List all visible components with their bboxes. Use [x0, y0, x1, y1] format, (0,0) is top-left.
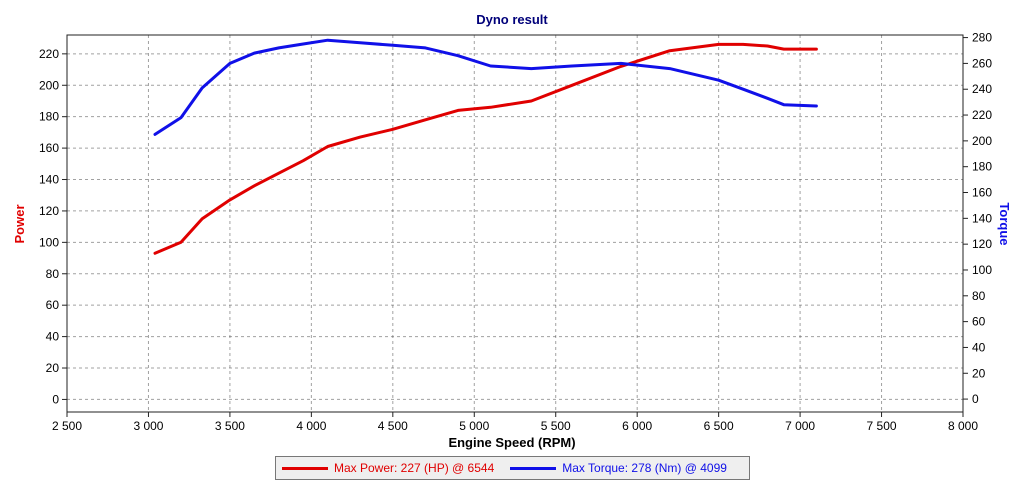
left-tick-label: 140 — [39, 173, 59, 187]
x-tick-label: 4 500 — [378, 419, 408, 433]
right-tick-label: 280 — [972, 31, 992, 45]
right-tick-label: 40 — [972, 340, 986, 354]
legend-item-torque: Max Torque: 278 (Nm) @ 4099 — [504, 461, 727, 475]
left-tick-label: 60 — [46, 298, 60, 312]
left-tick-label: 100 — [39, 235, 59, 249]
legend: Max Power: 227 (HP) @ 6544 Max Torque: 2… — [275, 456, 750, 480]
x-tick-label: 3 500 — [215, 419, 245, 433]
right-axis-label: Torque — [997, 202, 1012, 245]
left-tick-label: 120 — [39, 204, 59, 218]
left-tick-label: 220 — [39, 47, 59, 61]
legend-swatch-torque — [510, 466, 557, 470]
max-torque-series-line — [153, 38, 818, 136]
ticks: 2 500 3 000 3 500 4 000 4 500 5 000 5 500 6 000… — [39, 31, 992, 433]
x-tick-label: 5 000 — [459, 419, 489, 433]
x-tick-label: 2 500 — [52, 419, 82, 433]
legend-item-power: Max Power: 227 (HP) @ 6544 — [276, 461, 494, 475]
left-axis-label: Power — [12, 204, 27, 243]
chart-title: Dyno result — [476, 12, 548, 27]
legend-label-power: Max Power: 227 (HP) @ 6544 — [334, 461, 495, 475]
left-tick-label: 200 — [39, 78, 59, 92]
left-tick-label: 80 — [46, 267, 60, 281]
x-tick-label: 3 000 — [133, 419, 163, 433]
x-axis-label: Engine Speed (RPM) — [448, 435, 575, 450]
left-tick-label: 160 — [39, 141, 59, 155]
right-tick-label: 240 — [972, 82, 992, 96]
x-tick-label: 7 500 — [867, 419, 897, 433]
right-tick-label: 180 — [972, 160, 992, 174]
right-tick-label: 120 — [972, 237, 992, 251]
right-tick-label: 100 — [972, 263, 992, 277]
right-tick-label: 80 — [972, 289, 986, 303]
left-tick-label: 0 — [52, 392, 59, 406]
legend-swatch-power — [282, 466, 328, 470]
x-tick-label: 5 500 — [541, 419, 571, 433]
max-power-series-line — [153, 42, 818, 255]
left-tick-label: 180 — [39, 110, 59, 124]
right-tick-label: 0 — [972, 392, 979, 406]
right-tick-label: 220 — [972, 108, 992, 122]
left-tick-label: 20 — [46, 361, 60, 375]
right-tick-label: 260 — [972, 56, 992, 70]
right-tick-label: 160 — [972, 186, 992, 200]
series-layer — [153, 38, 818, 255]
x-tick-label: 6 500 — [704, 419, 734, 433]
right-tick-label: 140 — [972, 211, 992, 225]
legend-label-torque: Max Torque: 278 (Nm) @ 4099 — [562, 461, 727, 475]
x-tick-label: 7 000 — [785, 419, 815, 433]
plot-area-frame — [66, 34, 964, 413]
right-tick-label: 60 — [972, 315, 986, 329]
x-tick-label: 8 000 — [948, 419, 978, 433]
x-tick-label: 6 000 — [622, 419, 652, 433]
right-tick-label: 200 — [972, 134, 992, 148]
x-tick-label: 4 000 — [296, 419, 326, 433]
left-tick-label: 40 — [46, 330, 60, 344]
right-tick-label: 20 — [972, 366, 986, 380]
